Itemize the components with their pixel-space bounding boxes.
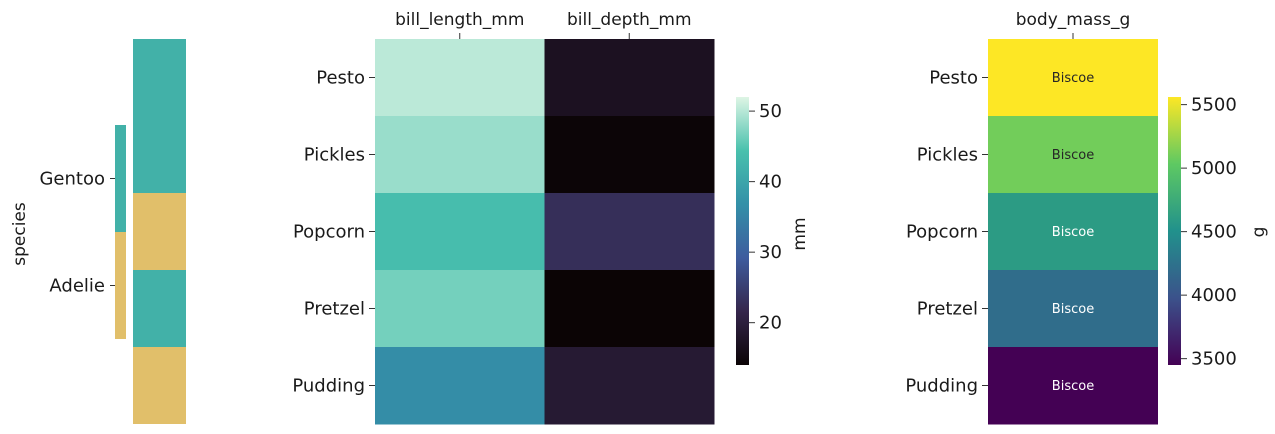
mm-colorbar-tick-label-0: 20 [759, 313, 782, 334]
mass-cell-3 [988, 270, 1158, 348]
species-cell-0 [133, 39, 186, 116]
measure-cell-0-0 [375, 39, 545, 117]
measure-cell-3-1 [544, 270, 715, 348]
g-colorbar [1168, 97, 1181, 365]
mass-row-label-pudding: Pudding [905, 376, 978, 397]
measure-cell-3-0 [375, 270, 545, 348]
species-panel: species Gentoo Adelie [10, 39, 186, 424]
species-cell-2 [133, 193, 186, 270]
species-group-label-gentoo: Gentoo [39, 169, 105, 190]
species-cell-4 [133, 347, 186, 424]
mass-row-label-pickles: Pickles [917, 145, 978, 166]
species-cell-1 [133, 116, 186, 193]
mass-row-label-popcorn: Popcorn [906, 222, 978, 243]
measure-col-label-0: bill_length_mm [395, 10, 524, 30]
measure-cell-1-1 [544, 116, 715, 194]
mass-cell-1 [988, 116, 1158, 194]
species-cell-3 [133, 270, 186, 347]
mass-cell-2 [988, 193, 1158, 271]
mass-row-label-pretzel: Pretzel [917, 299, 978, 320]
mass-cell-annotation-1: Biscoe [1052, 148, 1094, 163]
species-axis-label: species [10, 202, 30, 266]
mm-colorbar-tick-label-1: 30 [759, 242, 782, 263]
measure-cell-2-0 [375, 193, 545, 271]
species-group-bar-gentoo [115, 125, 126, 232]
measure-row-label-pesto: Pesto [316, 68, 365, 89]
measure-row-label-pretzel: Pretzel [304, 299, 365, 320]
g-colorbar-tick-label-0: 3500 [1191, 349, 1237, 370]
mm-colorbar-tick-label-2: 40 [759, 172, 782, 193]
measure-cell-4-1 [544, 347, 715, 425]
mass-cell-annotation-2: Biscoe [1052, 225, 1094, 240]
mass-cell-annotation-4: Biscoe [1052, 379, 1094, 394]
mm-colorbar-label: mm [790, 217, 810, 250]
g-colorbar-tick-label-1: 4000 [1191, 285, 1237, 306]
mm-colorbar [736, 97, 749, 365]
mass-col-label-0: body_mass_g [1016, 10, 1131, 30]
g-colorbar-tick-label-3: 5000 [1191, 158, 1237, 179]
mass-cell-4 [988, 347, 1158, 425]
species-group-bar-adelie [115, 232, 126, 339]
measure-row-label-pickles: Pickles [304, 145, 365, 166]
g-colorbar-label: g [1249, 227, 1269, 238]
measure-row-label-popcorn: Popcorn [293, 222, 365, 243]
species-group-label-adelie: Adelie [49, 276, 105, 297]
body-mass-panel: Biscoe Biscoe Biscoe Biscoe Biscoe body_mass… [905, 10, 1269, 425]
measure-cell-1-0 [375, 116, 545, 194]
g-colorbar-tick-label-4: 5500 [1191, 95, 1237, 116]
measure-cell-2-1 [544, 193, 715, 271]
measure-cell-0-1 [544, 39, 715, 117]
measurement-panel: bill_length_mm bill_depth_mm Pesto Pickles… [292, 10, 810, 425]
mm-colorbar-tick-label-3: 50 [759, 101, 782, 122]
mass-cell-0 [988, 39, 1158, 117]
measure-col-label-1: bill_depth_mm [567, 10, 692, 30]
measure-cell-4-0 [375, 347, 545, 425]
measure-row-label-pudding: Pudding [292, 376, 365, 397]
g-colorbar-tick-label-2: 4500 [1191, 222, 1237, 243]
mass-row-label-pesto: Pesto [929, 68, 978, 89]
mass-cell-annotation-3: Biscoe [1052, 302, 1094, 317]
mass-cell-annotation-0: Biscoe [1052, 71, 1094, 86]
